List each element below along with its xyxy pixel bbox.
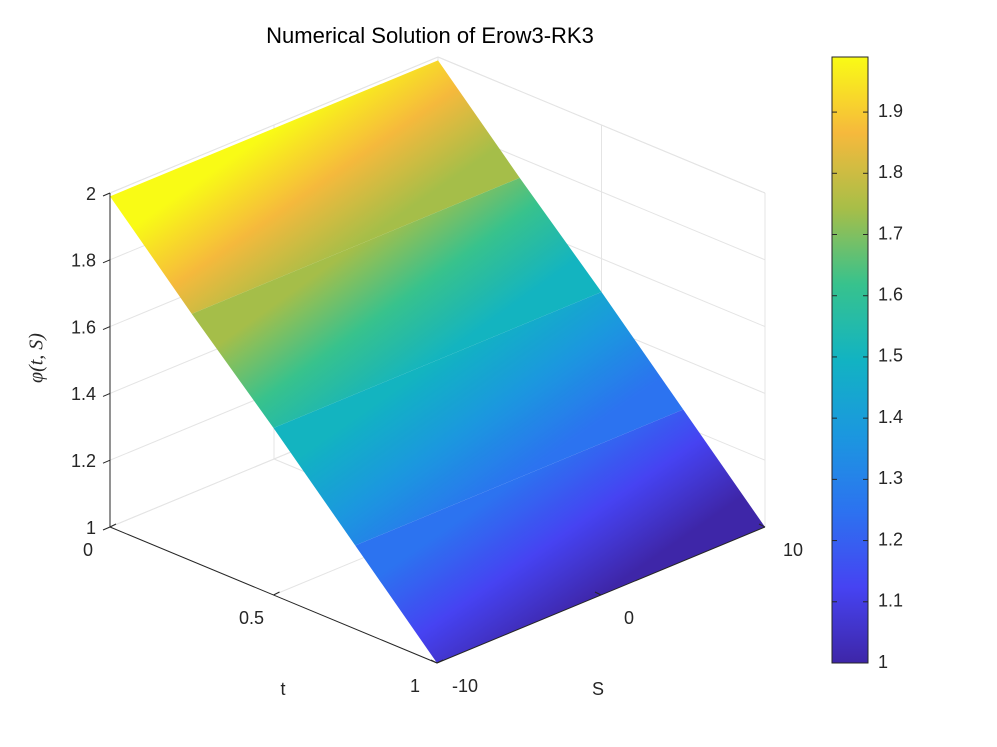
z-tick-label: 1 (86, 518, 96, 538)
colorbar-tick-label: 1.9 (878, 101, 903, 121)
z-tick (102, 326, 111, 331)
chart-title: Numerical Solution of Erow3-RK3 (266, 23, 594, 48)
colorbar-tick-label: 1.7 (878, 223, 903, 243)
box-edge (437, 56, 766, 194)
colorbar-tick-label: 1.5 (878, 346, 903, 366)
z-tick-label: 1.6 (71, 317, 96, 337)
y-tick (430, 659, 438, 664)
x-tick (436, 659, 444, 664)
z-tick-label: 1.8 (71, 251, 96, 271)
x-axis-label: t (280, 679, 285, 699)
z-tick-label: 1.4 (71, 384, 96, 404)
x-tick-label: 1 (410, 676, 420, 696)
colorbar-tick-label: 1.1 (878, 591, 903, 611)
z-tick (102, 392, 111, 397)
y-tick-label: 0 (624, 608, 634, 628)
x-tick-label: 0 (83, 540, 93, 560)
z-tick (102, 192, 111, 197)
colorbar-tick-label: 1.6 (878, 284, 903, 304)
z-axis-label: φ(t, S) (26, 333, 48, 383)
colorbar-tick-label: 1 (878, 652, 888, 672)
colorbar-tick-label: 1.4 (878, 407, 903, 427)
y-tick (758, 523, 766, 528)
z-tick (102, 459, 111, 464)
x-tick (273, 591, 280, 596)
surface-patch (191, 177, 602, 428)
y-tick-label: 10 (783, 540, 803, 560)
y-axis-label: S (592, 679, 604, 699)
surface-patch (110, 60, 520, 314)
z-tick (102, 526, 111, 531)
z-tick-label: 1.2 (71, 451, 96, 471)
y-tick (594, 591, 602, 596)
z-tick-label: 2 (86, 184, 96, 204)
z-tick (102, 259, 111, 264)
colorbar-tick-label: 1.3 (878, 468, 903, 488)
box-edge (109, 56, 439, 194)
y-tick-label: -10 (452, 676, 478, 696)
x-tick-label: 0.5 (239, 608, 264, 628)
x-tick (109, 523, 117, 528)
surface-patch (355, 409, 765, 663)
surface-patch (273, 292, 684, 546)
colorbar-tick-label: 1.2 (878, 529, 903, 549)
colorbar-tick-label: 1.8 (878, 162, 903, 182)
colorbar (831, 56, 869, 664)
